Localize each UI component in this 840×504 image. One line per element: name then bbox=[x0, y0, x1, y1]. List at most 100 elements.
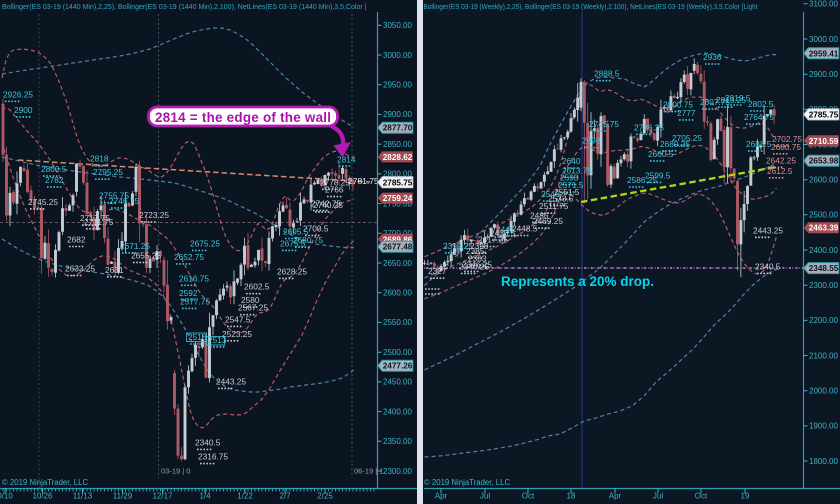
svg-text:2781.75: 2781.75 bbox=[348, 176, 379, 186]
svg-text:2523.25: 2523.25 bbox=[222, 329, 252, 339]
svg-text:2602.5: 2602.5 bbox=[244, 282, 270, 292]
svg-text:Bollinger(ES 03-19 (Weekly),2,: Bollinger(ES 03-19 (Weekly),2,25), Bolli… bbox=[424, 4, 758, 11]
svg-text:0/10: 0/10 bbox=[0, 492, 13, 501]
svg-text:2350.00: 2350.00 bbox=[383, 437, 412, 446]
svg-text:2642.25: 2642.25 bbox=[766, 155, 796, 165]
svg-text:2448.5: 2448.5 bbox=[512, 224, 538, 234]
svg-text:18: 18 bbox=[567, 492, 576, 501]
svg-text:Apr: Apr bbox=[609, 492, 622, 501]
svg-text:2777: 2777 bbox=[677, 108, 696, 118]
svg-text:© 2019 NinjaTrader, LLC: © 2019 NinjaTrader, LLC bbox=[424, 478, 510, 487]
svg-text:2551.5: 2551.5 bbox=[554, 187, 580, 197]
svg-text:2813.25: 2813.25 bbox=[716, 95, 746, 105]
svg-text:2677.48: 2677.48 bbox=[383, 243, 413, 252]
svg-text:2755.75: 2755.75 bbox=[99, 191, 129, 201]
svg-text:2700.5: 2700.5 bbox=[303, 224, 329, 234]
svg-text:2660.5: 2660.5 bbox=[648, 149, 674, 159]
svg-text:2746.75: 2746.75 bbox=[109, 196, 139, 206]
svg-text:2800.75: 2800.75 bbox=[663, 100, 693, 110]
svg-text:2900.00: 2900.00 bbox=[809, 70, 838, 79]
svg-text:2363: 2363 bbox=[468, 254, 487, 264]
svg-text:2340.5: 2340.5 bbox=[195, 437, 221, 447]
svg-text:2655.25: 2655.25 bbox=[131, 250, 161, 260]
svg-text:2900: 2900 bbox=[14, 105, 33, 115]
svg-text:11/13: 11/13 bbox=[73, 492, 93, 501]
svg-text:2518: 2518 bbox=[188, 332, 207, 342]
svg-text:2400.00: 2400.00 bbox=[383, 407, 412, 416]
svg-text:2547.5: 2547.5 bbox=[225, 314, 251, 324]
svg-text:2671.25: 2671.25 bbox=[120, 241, 150, 251]
svg-text:2680.75: 2680.75 bbox=[771, 142, 801, 152]
svg-text:2463.39: 2463.39 bbox=[809, 224, 839, 233]
svg-text:2689.25: 2689.25 bbox=[660, 139, 690, 149]
svg-text:2736.25: 2736.25 bbox=[634, 122, 664, 132]
svg-text:2688.5: 2688.5 bbox=[746, 139, 772, 149]
svg-text:2850.00: 2850.00 bbox=[383, 140, 412, 149]
svg-text:2586.25: 2586.25 bbox=[627, 175, 657, 185]
svg-text:2300.00: 2300.00 bbox=[383, 467, 412, 476]
svg-text:2567.25: 2567.25 bbox=[238, 303, 268, 313]
svg-text:2795.25: 2795.25 bbox=[93, 167, 123, 177]
svg-text:2600.00: 2600.00 bbox=[383, 289, 412, 298]
svg-text:2702.75: 2702.75 bbox=[772, 134, 802, 144]
svg-text:2900.00: 2900.00 bbox=[383, 110, 412, 119]
svg-text:2814: 2814 bbox=[337, 155, 356, 165]
svg-text:2443.25: 2443.25 bbox=[216, 376, 246, 386]
svg-text:Oct: Oct bbox=[695, 492, 708, 501]
svg-text:2513: 2513 bbox=[208, 335, 227, 345]
svg-text:2450.00: 2450.00 bbox=[383, 378, 412, 387]
svg-text:1/22: 1/22 bbox=[237, 492, 253, 501]
svg-text:2680.75: 2680.75 bbox=[293, 235, 323, 245]
svg-text:06-19 | 1: 06-19 | 1 bbox=[354, 467, 383, 476]
svg-text:2633.25: 2633.25 bbox=[65, 264, 95, 274]
svg-text:2000.00: 2000.00 bbox=[809, 387, 838, 396]
svg-text:2435.5: 2435.5 bbox=[490, 228, 516, 238]
svg-text:2710.59: 2710.59 bbox=[809, 137, 839, 146]
svg-text:2652.75: 2652.75 bbox=[174, 252, 204, 262]
svg-text:2675.25: 2675.25 bbox=[190, 239, 220, 249]
svg-text:2580: 2580 bbox=[241, 295, 260, 305]
svg-text:Bollinger(ES 03-19 (1440 Min),: Bollinger(ES 03-19 (1440 Min),2,25), Bol… bbox=[2, 4, 367, 11]
svg-text:2469.25: 2469.25 bbox=[533, 216, 563, 226]
svg-text:2477.26: 2477.26 bbox=[383, 362, 413, 371]
svg-text:2400.00: 2400.00 bbox=[809, 246, 838, 255]
svg-text:2340.25: 2340.25 bbox=[459, 262, 489, 272]
svg-text:2446: 2446 bbox=[496, 224, 515, 234]
svg-text:2819.5: 2819.5 bbox=[725, 93, 751, 103]
svg-text:Jul: Jul bbox=[480, 492, 490, 501]
svg-text:2759.24: 2759.24 bbox=[383, 194, 413, 203]
svg-text:3100.00: 3100.00 bbox=[809, 0, 838, 9]
svg-text:2802.5: 2802.5 bbox=[748, 99, 774, 109]
svg-text:2745.75: 2745.75 bbox=[589, 119, 619, 129]
svg-text:2577.75: 2577.75 bbox=[180, 296, 210, 306]
svg-text:2398: 2398 bbox=[470, 241, 489, 251]
svg-text:2385: 2385 bbox=[466, 246, 485, 256]
svg-text:3000.00: 3000.00 bbox=[383, 51, 412, 60]
svg-text:2877.70: 2877.70 bbox=[383, 124, 413, 133]
svg-text:2689.86: 2689.86 bbox=[383, 235, 413, 244]
svg-text:2300.00: 2300.00 bbox=[809, 281, 838, 290]
svg-text:2546: 2546 bbox=[541, 189, 560, 199]
svg-text:2653.98: 2653.98 bbox=[809, 157, 839, 166]
svg-text:© 2019 NinjaTrader, LLC: © 2019 NinjaTrader, LLC bbox=[2, 478, 88, 487]
svg-text:2766: 2766 bbox=[325, 185, 344, 195]
svg-text:19: 19 bbox=[741, 492, 750, 501]
svg-text:1900.00: 1900.00 bbox=[809, 422, 838, 431]
svg-text:2959.41: 2959.41 bbox=[809, 49, 839, 58]
svg-text:2675.5: 2675.5 bbox=[280, 238, 306, 248]
svg-text:2814 = the edge of the wall: 2814 = the edge of the wall bbox=[155, 110, 331, 125]
svg-text:2650.00: 2650.00 bbox=[383, 259, 412, 268]
svg-text:2740.25: 2740.25 bbox=[313, 200, 343, 210]
svg-text:2936: 2936 bbox=[703, 52, 722, 62]
svg-text:2888.5: 2888.5 bbox=[594, 69, 620, 79]
svg-text:2695.5: 2695.5 bbox=[283, 227, 309, 237]
svg-text:2417.25: 2417.25 bbox=[478, 235, 508, 245]
svg-text:2750.00: 2750.00 bbox=[383, 199, 412, 208]
svg-text:3050.00: 3050.00 bbox=[383, 21, 412, 30]
svg-text:03-19 | 0: 03-19 | 0 bbox=[161, 467, 190, 476]
svg-text:2399.25: 2399.25 bbox=[443, 241, 473, 251]
svg-text:2100.00: 2100.00 bbox=[809, 351, 838, 360]
svg-text:2723.25: 2723.25 bbox=[139, 210, 169, 220]
svg-text:2340.5: 2340.5 bbox=[755, 261, 781, 271]
svg-text:2593: 2593 bbox=[560, 173, 579, 183]
